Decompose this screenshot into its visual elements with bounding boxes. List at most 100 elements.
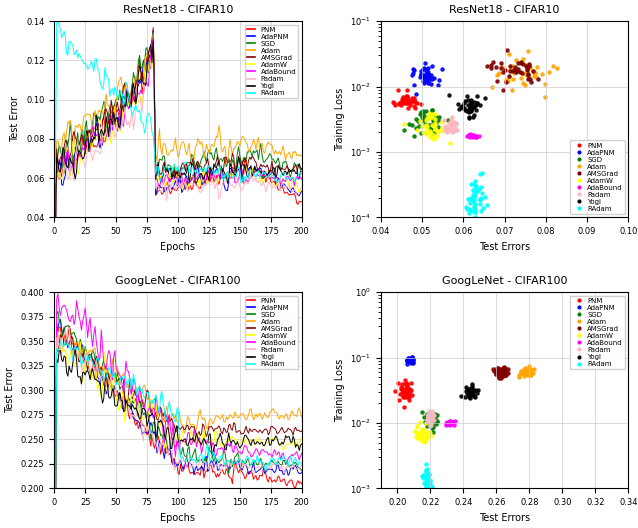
RAdam: [471, 186, 481, 195]
Adam: [519, 370, 529, 378]
SGD: [427, 421, 437, 429]
AdaPNM: [416, 71, 426, 79]
Padam: [68, 347, 75, 353]
Adam: [518, 79, 528, 87]
RAdam: [468, 191, 478, 200]
RAdam: [466, 180, 476, 188]
PNM: [278, 478, 286, 485]
Adam: [505, 66, 515, 74]
Yogi: [466, 99, 477, 108]
AdaBound: [448, 419, 458, 428]
AMSGrad: [492, 367, 502, 376]
AMSGrad: [523, 71, 533, 80]
Adam: [516, 368, 526, 376]
AMSGrad: [508, 65, 519, 74]
RAdam: [422, 476, 433, 484]
RAdam: [420, 484, 431, 493]
AMSGrad: [499, 364, 509, 373]
PNM: [298, 199, 306, 205]
Yogi: [461, 107, 471, 115]
PNM: [401, 96, 412, 104]
AdaPNM: [427, 61, 437, 70]
AdaPNM: [408, 355, 418, 363]
Padam: [440, 116, 450, 125]
AMSGrad: [492, 365, 502, 374]
AdaBound: [119, 382, 126, 389]
AdamW: [422, 434, 432, 442]
AMSGrad: [493, 372, 503, 381]
RAdam: [425, 481, 435, 489]
AdaPNM: [117, 112, 125, 119]
Yogi: [463, 390, 473, 399]
AMSGrad: [492, 364, 502, 373]
RAdam: [470, 187, 480, 195]
Padam: [426, 418, 436, 427]
Adam: [501, 76, 512, 84]
Padam: [440, 126, 450, 134]
SGD: [415, 108, 426, 116]
SGD: [420, 115, 430, 123]
AMSGrad: [517, 69, 527, 78]
AdaPNM: [407, 71, 417, 79]
RAdam: [421, 487, 431, 496]
SGD: [431, 411, 441, 419]
Padam: [98, 147, 105, 154]
AdamW: [412, 433, 422, 442]
Padam: [446, 121, 456, 130]
RAdam: [424, 477, 434, 485]
RAdam: [474, 185, 484, 193]
AMSGrad: [503, 364, 513, 373]
Padam: [423, 412, 433, 421]
Legend: PNM, AdaPNM, SGD, Adam, AMSGrad, AdamW, AdaBound, Padam, Yogi, RAdam: PNM, AdaPNM, SGD, Adam, AMSGrad, AdamW, …: [570, 140, 625, 214]
Adam: [530, 365, 540, 374]
AMSGrad: [278, 165, 286, 171]
AdamW: [66, 352, 74, 358]
PNM: [390, 101, 401, 110]
Padam: [446, 125, 456, 134]
Adam: [519, 372, 529, 381]
AMSGrad: [499, 366, 509, 374]
RAdam: [470, 191, 480, 200]
Adam: [519, 366, 530, 375]
PNM: [404, 396, 414, 404]
SGD: [424, 123, 434, 131]
Padam: [424, 407, 434, 416]
Yogi: [468, 392, 478, 401]
Adam: [507, 62, 517, 71]
AdaPNM: [429, 74, 439, 82]
PNM: [99, 378, 107, 384]
Line: Padam: Padam: [56, 327, 302, 510]
Y-axis label: Training Loss: Training Loss: [335, 359, 345, 422]
AdaBound: [52, 233, 59, 240]
Adam: [98, 108, 105, 114]
AMSGrad: [493, 371, 503, 379]
RAdam: [279, 169, 287, 176]
Yogi: [468, 113, 478, 121]
RAdam: [470, 185, 480, 193]
Padam: [429, 416, 439, 424]
AMSGrad: [524, 62, 534, 71]
Adam: [523, 365, 533, 374]
PNM: [396, 385, 406, 393]
Padam: [52, 234, 59, 240]
Padam: [449, 124, 459, 132]
AdamW: [430, 109, 440, 118]
AdaBound: [442, 418, 452, 427]
AdamW: [61, 346, 69, 353]
AMSGrad: [524, 75, 535, 83]
Adam: [524, 365, 535, 374]
Yogi: [466, 96, 476, 104]
PNM: [402, 392, 412, 401]
AdamW: [436, 127, 447, 136]
AdaPNM: [416, 67, 426, 75]
SGD: [432, 418, 442, 427]
RAdam: [425, 483, 435, 491]
AdamW: [427, 113, 438, 121]
SGD: [428, 428, 438, 436]
RAdam: [237, 180, 245, 186]
AdaPNM: [52, 232, 59, 239]
PNM: [68, 341, 75, 347]
PNM: [98, 135, 105, 142]
Padam: [298, 184, 306, 191]
AdaBound: [470, 131, 480, 140]
